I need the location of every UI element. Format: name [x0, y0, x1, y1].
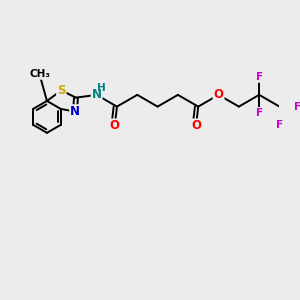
Text: CH₃: CH₃ [29, 69, 50, 79]
Text: F: F [276, 119, 283, 130]
Text: H: H [97, 83, 106, 93]
Text: O: O [110, 119, 120, 132]
Text: S: S [57, 84, 65, 97]
Text: O: O [214, 88, 224, 101]
Text: N: N [92, 88, 102, 101]
Text: F: F [294, 102, 300, 112]
Text: F: F [256, 108, 263, 118]
Text: F: F [256, 72, 263, 82]
Text: O: O [191, 119, 201, 132]
Text: N: N [70, 105, 80, 118]
